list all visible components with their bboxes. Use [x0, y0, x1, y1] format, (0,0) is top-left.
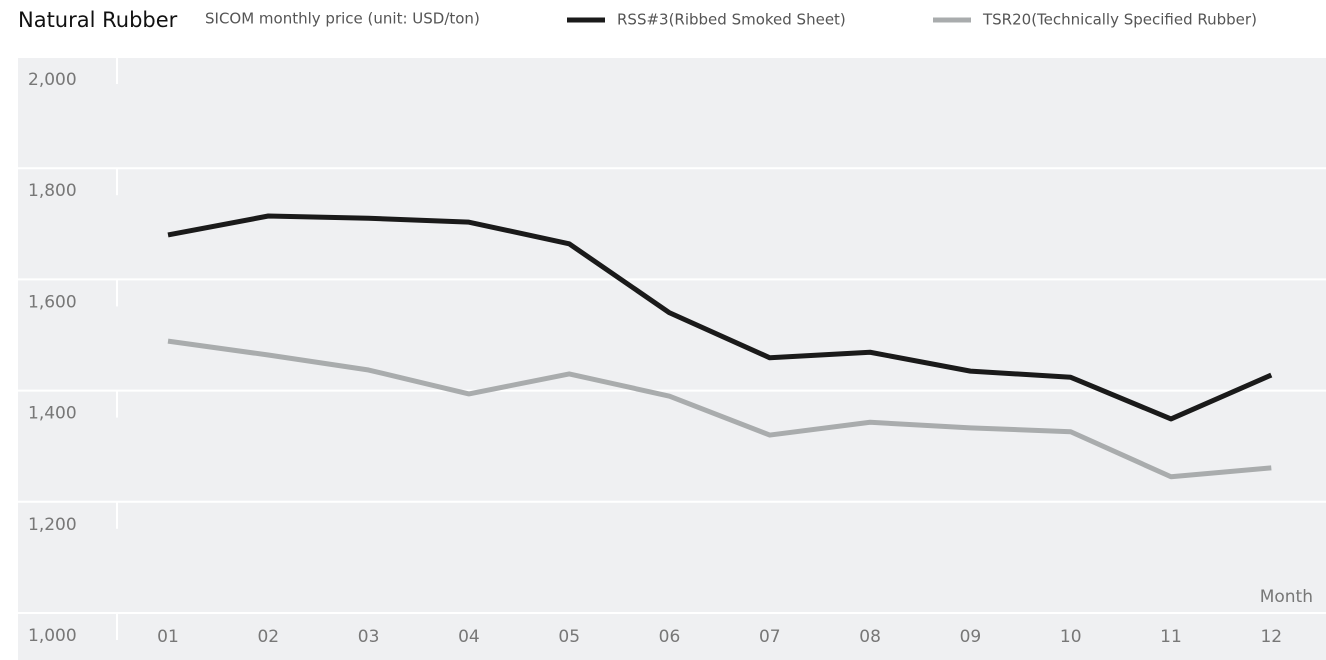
y-tick-label: 1,200 — [28, 515, 77, 535]
legend-label: TSR20(Technically Specified Rubber) — [982, 11, 1257, 29]
y-tick-label: 1,000 — [28, 626, 77, 646]
y-tick-label: 1,800 — [28, 181, 77, 201]
x-tick-label: 03 — [358, 627, 380, 647]
x-tick-label: 05 — [558, 627, 580, 647]
series-line — [167, 213, 1273, 422]
x-tick-label: 06 — [659, 627, 681, 647]
legend-label: RSS#3(Ribbed Smoked Sheet) — [617, 11, 846, 29]
x-tick-label: 07 — [759, 627, 781, 647]
x-tick-label: 04 — [458, 627, 480, 647]
y-tick-label: 2,000 — [28, 70, 77, 90]
series-line — [167, 338, 1272, 480]
x-tick-label: 12 — [1260, 627, 1282, 647]
y-tick-label: 1,600 — [28, 292, 77, 312]
x-tick-label: 08 — [859, 627, 881, 647]
x-tick-label: 10 — [1060, 627, 1082, 647]
x-axis-label: Month — [1260, 587, 1313, 607]
x-tick-label: 02 — [257, 627, 279, 647]
x-tick-label: 09 — [960, 627, 982, 647]
chart-subtitle: SICOM monthly price (unit: USD/ton) — [205, 10, 480, 28]
plot-background — [18, 57, 1326, 660]
y-tick-label: 1,400 — [28, 404, 77, 424]
x-tick-label: 11 — [1160, 627, 1182, 647]
x-tick-label: 01 — [157, 627, 179, 647]
chart-title: Natural Rubber — [18, 8, 178, 32]
